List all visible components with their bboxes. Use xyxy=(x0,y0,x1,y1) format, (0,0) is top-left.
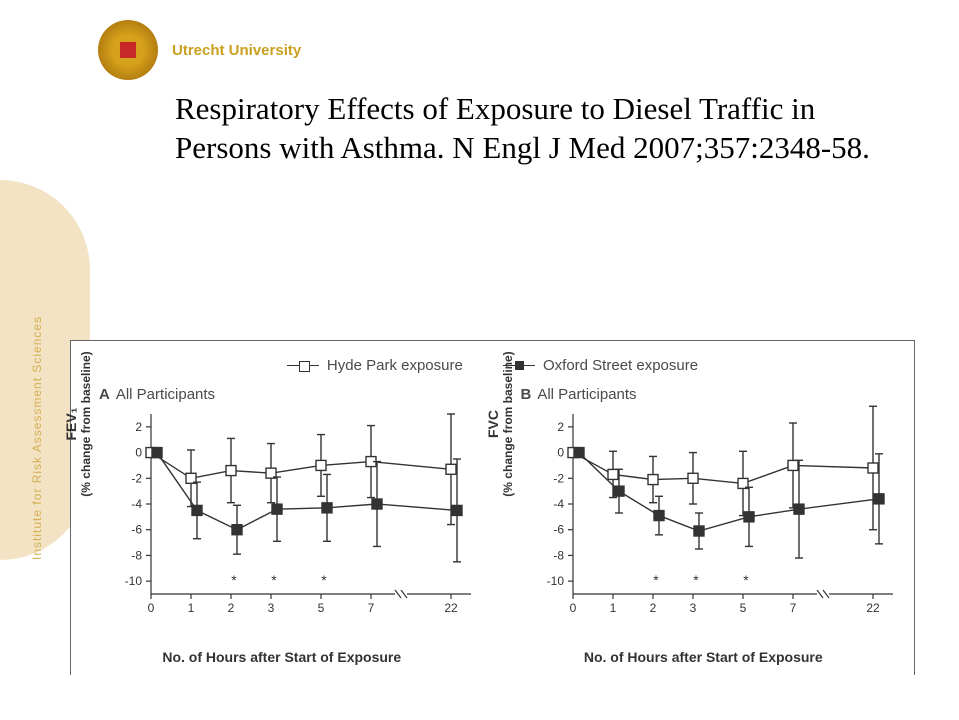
svg-text:5: 5 xyxy=(318,601,325,615)
svg-text:0: 0 xyxy=(148,601,155,615)
svg-text:-8: -8 xyxy=(131,548,142,562)
svg-text:*: * xyxy=(743,572,749,588)
page-title: Respiratory Effects of Exposure to Diese… xyxy=(175,90,895,168)
legend-oxford-label: Oxford Street exposure xyxy=(543,357,698,374)
legend-oxford: Oxford Street exposure xyxy=(503,357,698,374)
x-axis-label: No. of Hours after Start of Exposure xyxy=(71,649,493,665)
side-caption: Institute for Risk Assessment Sciences xyxy=(30,316,44,560)
svg-text:*: * xyxy=(271,572,277,588)
svg-text:0: 0 xyxy=(557,445,564,459)
svg-text:1: 1 xyxy=(188,601,195,615)
plot-area: 20-2-4-6-8-1001235722*** xyxy=(573,414,893,594)
svg-text:-4: -4 xyxy=(553,497,564,511)
svg-text:-8: -8 xyxy=(553,548,564,562)
svg-text:3: 3 xyxy=(268,601,275,615)
figure-frame: Hyde Park exposure Oxford Street exposur… xyxy=(70,340,915,675)
x-axis-label: No. of Hours after Start of Exposure xyxy=(493,649,915,665)
plot-area: 20-2-4-6-8-1001235722*** xyxy=(151,414,471,594)
panel-label: BAll Participants xyxy=(521,386,899,403)
header: Utrecht University xyxy=(98,20,301,80)
y-axis-label: FEV₁ (% change from baseline) xyxy=(63,334,93,514)
svg-text:7: 7 xyxy=(789,601,796,615)
open-square-icon xyxy=(287,365,319,367)
panel-B: BAll Participants FVC (% change from bas… xyxy=(493,384,915,669)
svg-text:*: * xyxy=(231,572,237,588)
svg-text:*: * xyxy=(321,572,327,588)
svg-text:-4: -4 xyxy=(131,497,142,511)
svg-text:2: 2 xyxy=(557,420,564,434)
legend-hyde: Hyde Park exposure xyxy=(287,357,463,374)
svg-text:2: 2 xyxy=(228,601,235,615)
legend-hyde-label: Hyde Park exposure xyxy=(327,357,463,374)
y-axis-label: FVC (% change from baseline) xyxy=(485,334,515,514)
svg-text:0: 0 xyxy=(569,601,576,615)
svg-text:*: * xyxy=(693,572,699,588)
svg-text:0: 0 xyxy=(135,445,142,459)
svg-text:-2: -2 xyxy=(553,471,564,485)
svg-text:5: 5 xyxy=(739,601,746,615)
svg-text:-6: -6 xyxy=(131,522,142,536)
svg-text:1: 1 xyxy=(609,601,616,615)
svg-text:22: 22 xyxy=(444,601,458,615)
svg-text:-10: -10 xyxy=(125,574,143,588)
svg-text:-2: -2 xyxy=(131,471,142,485)
panel-label: AAll Participants xyxy=(99,386,477,403)
panels-row: AAll Participants FEV₁ (% change from ba… xyxy=(71,384,914,669)
svg-text:22: 22 xyxy=(866,601,880,615)
svg-text:*: * xyxy=(653,572,659,588)
svg-text:-10: -10 xyxy=(546,574,564,588)
svg-text:3: 3 xyxy=(689,601,696,615)
university-seal-icon xyxy=(98,20,158,80)
svg-text:2: 2 xyxy=(649,601,656,615)
panel-A: AAll Participants FEV₁ (% change from ba… xyxy=(71,384,493,669)
svg-text:7: 7 xyxy=(368,601,375,615)
svg-text:2: 2 xyxy=(135,420,142,434)
svg-text:-6: -6 xyxy=(553,522,564,536)
university-name: Utrecht University xyxy=(172,42,301,59)
